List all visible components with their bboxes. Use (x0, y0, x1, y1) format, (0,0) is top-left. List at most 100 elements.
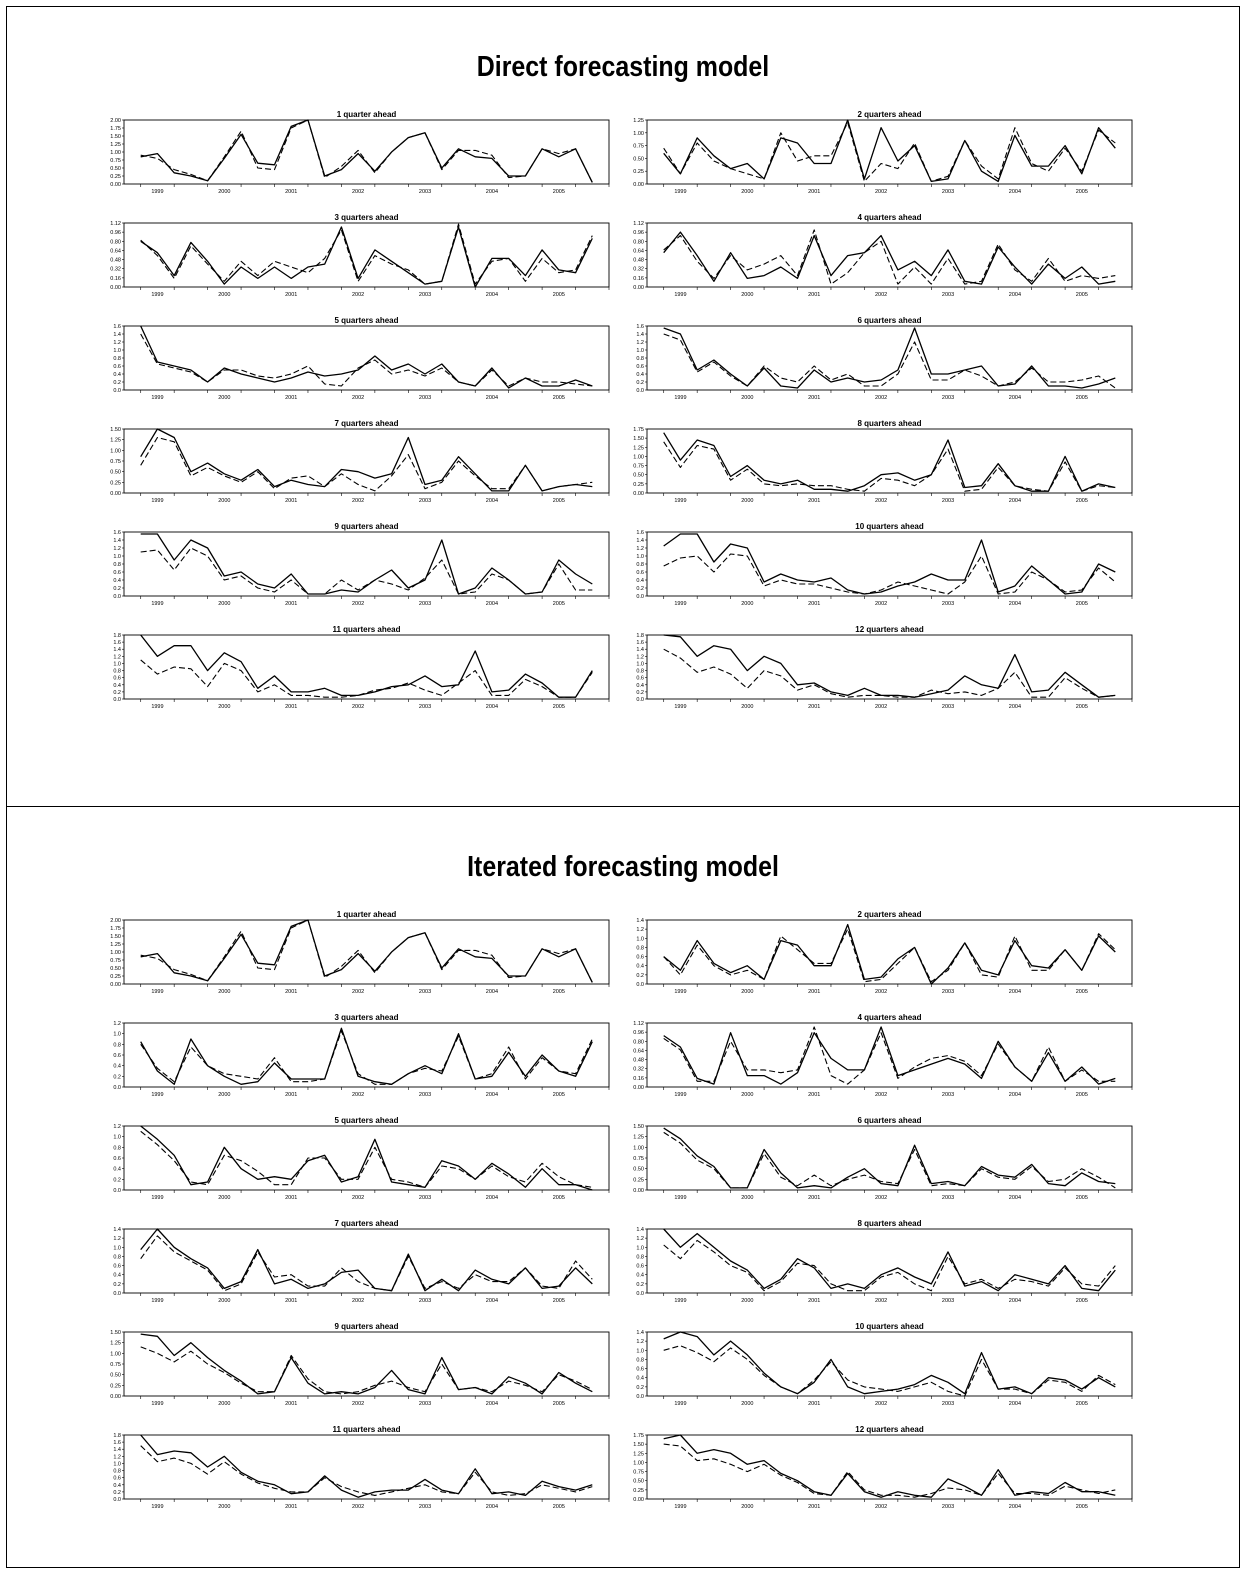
y-tick-label: 1.4 (113, 647, 121, 653)
y-tick-label: 0.50 (633, 156, 644, 162)
plot-frame (646, 222, 1133, 288)
x-tick-label: 2004 (1009, 395, 1021, 401)
y-tick-label: 0.6 (113, 1156, 121, 1162)
chart-title: 12 quarters ahead (855, 1425, 924, 1434)
x-tick-label: 2004 (1009, 292, 1021, 298)
series-line-solid (140, 428, 593, 492)
y-tick-label: 0.50 (633, 473, 644, 479)
y-tick-label: 1.2 (113, 1124, 121, 1130)
series-line-solid (140, 226, 593, 288)
series-line-solid (663, 634, 1116, 698)
x-tick-label: 2005 (1076, 989, 1088, 995)
chart-10-iterated: 10 quarters ahead 0.0 0.2 0.4 0.6 0.8 1.0 1.2 1.… (636, 1322, 1133, 1407)
y-tick-label: 0.00 (633, 1497, 644, 1503)
series-line-solid (140, 919, 593, 983)
x-tick-label: 2005 (553, 292, 565, 298)
y-tick-label: 1.0 (636, 936, 644, 942)
y-tick-label: 0.75 (110, 459, 121, 465)
y-tick-label: 0.25 (110, 174, 121, 180)
y-tick-label: 0.2 (113, 1177, 121, 1183)
y-tick-label: 0.50 (110, 1373, 121, 1379)
y-tick-label: 0.75 (633, 1156, 644, 1162)
y-tick-label: 1.2 (636, 1236, 644, 1242)
series-line-dashed (140, 119, 593, 183)
y-tick-label: 1.4 (636, 918, 644, 924)
y-tick-label: 0.0 (113, 697, 121, 703)
series-line-solid (663, 1331, 1116, 1395)
y-tick-label: 1.2 (636, 546, 644, 552)
chart-11-direct: 11 quarters ahead0.00.20.40.60.81.01.21.… (113, 625, 610, 710)
x-tick-label: 1999 (151, 292, 163, 298)
y-tick-label: 1.12 (633, 1021, 644, 1027)
y-tick-label: 0.4 (636, 1376, 644, 1382)
y-tick-label: 0.50 (110, 470, 121, 476)
plot-frame (646, 1022, 1133, 1088)
plot-frame (123, 1022, 610, 1088)
x-tick-label: 1999 (151, 601, 163, 607)
y-tick-label: 0.2 (636, 973, 644, 979)
y-tick-label: 1.25 (633, 1451, 644, 1457)
series-line-dashed (663, 1239, 1116, 1292)
x-tick-label: 2002 (352, 189, 364, 195)
y-tick-label: 0.32 (633, 1067, 644, 1073)
y-tick-label: 0.4 (113, 578, 121, 584)
series-line-dashed (140, 436, 593, 492)
y-tick-label: 0.00 (633, 491, 644, 497)
y-tick-label: 1.50 (110, 934, 121, 940)
x-tick-label: 2002 (875, 1401, 887, 1407)
series-line-dashed (663, 928, 1116, 983)
y-tick-label: 0.0 (113, 1188, 121, 1194)
y-tick-label: 0.8 (636, 1357, 644, 1363)
y-tick-label: 0.4 (636, 578, 644, 584)
y-tick-label: 0.00 (633, 1085, 644, 1091)
y-tick-label: 1.6 (636, 324, 644, 330)
y-tick-label: 0.2 (113, 380, 121, 386)
y-tick-label: 1.0 (636, 554, 644, 560)
x-tick-label: 1999 (674, 395, 686, 401)
series-line-solid (140, 1125, 593, 1191)
x-tick-label: 2000 (218, 989, 230, 995)
y-tick-label: 0.4 (113, 1273, 121, 1279)
chart-8-direct: 8 quarters ahead 0.00 0.25 0.50 0.75 1.00 1.25… (633, 419, 1133, 504)
chart-3-iterated: 3 quarters ahead 0.0 0.2 0.4 0.6 0.8 1.0 1.2 199… (113, 1013, 610, 1098)
y-tick-label: 1.25 (633, 118, 644, 124)
y-tick-label: 0.4 (113, 683, 121, 689)
plot-frame (123, 634, 610, 700)
y-tick-label: 0.25 (633, 1177, 644, 1183)
y-tick-label: 0.64 (633, 248, 644, 254)
x-tick-label: 2002 (875, 498, 887, 504)
chart-title: 4 quarters ahead (857, 1013, 921, 1022)
series-line-dashed (140, 1030, 593, 1085)
plot-frame (646, 119, 1133, 185)
y-tick-label: 0.00 (110, 982, 121, 988)
x-tick-label: 2003 (942, 395, 954, 401)
y-tick-label: 0.00 (110, 182, 121, 188)
y-tick-label: 1.6 (636, 530, 644, 536)
y-tick-label: 0.00 (110, 285, 121, 291)
y-tick-label: 0.8 (636, 1254, 644, 1260)
y-tick-label: 1.0 (636, 348, 644, 354)
x-tick-label: 2003 (942, 292, 954, 298)
y-tick-label: 0.25 (110, 480, 121, 486)
chart-title: 11 quarters ahead (332, 625, 400, 634)
y-tick-label: 0.6 (636, 1367, 644, 1373)
chart-4-direct: 4 quarters ahead 0.00 0.16 0.32 0.48 0.64 0.80… (633, 213, 1133, 298)
y-tick-label: 1.8 (113, 633, 121, 639)
y-tick-label: 0.0 (636, 1291, 644, 1297)
x-tick-label: 2003 (942, 1195, 954, 1201)
y-tick-label: 1.6 (113, 1440, 121, 1446)
y-tick-label: 0.32 (110, 267, 121, 273)
series-line-solid (663, 432, 1116, 492)
y-tick-label: 1.4 (636, 1227, 644, 1233)
x-tick-label: 2001 (285, 1195, 297, 1201)
x-tick-label: 1999 (674, 1298, 686, 1304)
y-tick-label: 0.6 (113, 1264, 121, 1270)
y-tick-label: 0.4 (113, 1064, 121, 1070)
x-tick-label: 2000 (218, 292, 230, 298)
x-tick-label: 2003 (419, 395, 431, 401)
x-tick-label: 2003 (419, 1504, 431, 1510)
y-tick-label: 1.4 (113, 1227, 121, 1233)
x-tick-label: 2000 (218, 395, 230, 401)
y-tick-label: 0.0 (113, 388, 121, 394)
x-tick-label: 2001 (808, 189, 820, 195)
